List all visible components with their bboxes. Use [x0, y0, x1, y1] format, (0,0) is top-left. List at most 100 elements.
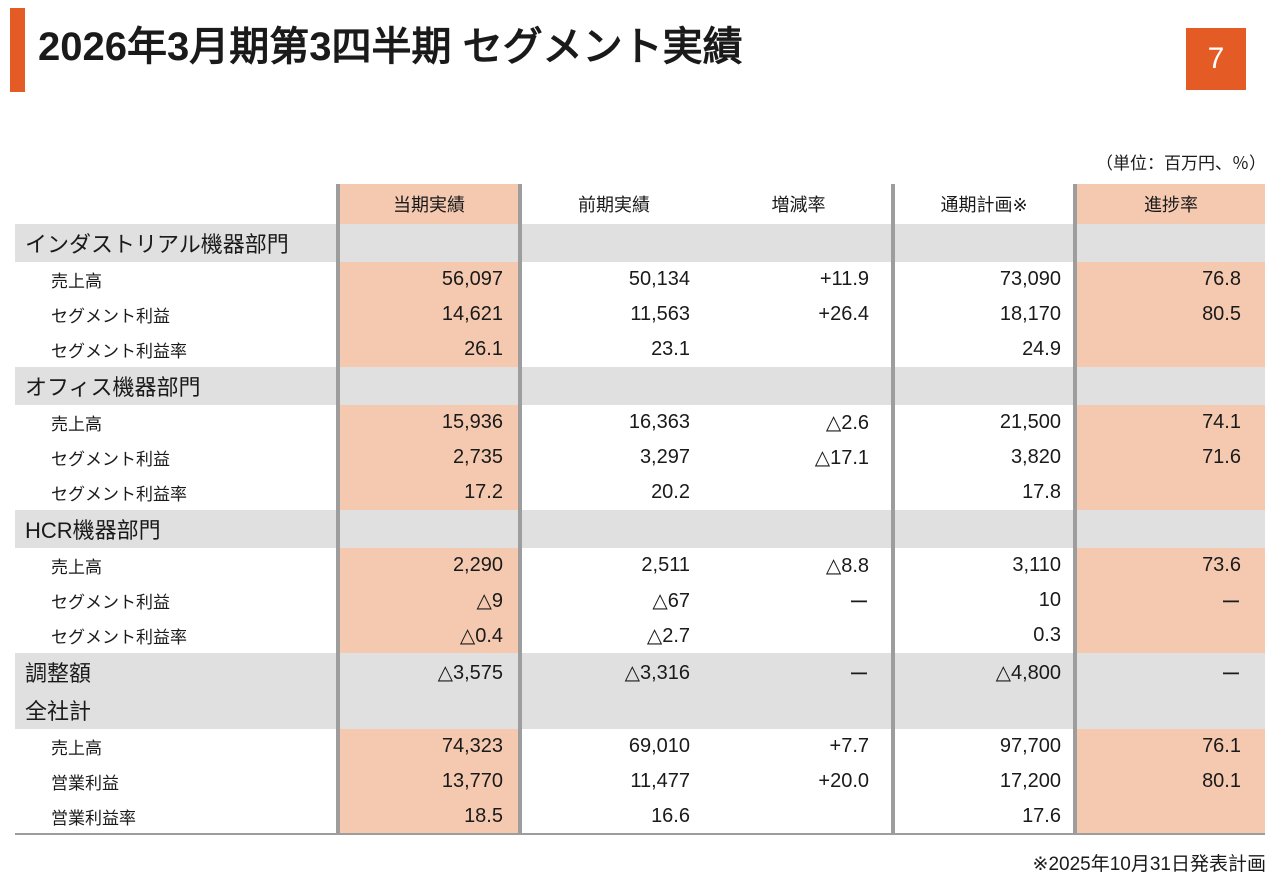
- value-cell: [1073, 475, 1265, 510]
- band-value-cell: [1073, 510, 1265, 548]
- row-label: 売上高: [15, 262, 338, 297]
- band-value-cell: [706, 510, 893, 548]
- band-value-cell: [1073, 691, 1265, 729]
- section-band-row: インダストリアル機器部門: [15, 224, 1265, 262]
- band-value-cell: [706, 691, 893, 729]
- row-label: セグメント利益率: [15, 332, 338, 367]
- column-header: 増減率: [771, 195, 826, 215]
- unit-note: （単位：百万円、％）: [1096, 154, 1266, 173]
- section-band-row: オフィス機器部門: [15, 367, 1265, 405]
- column-header: 前期実績: [518, 184, 706, 224]
- table-row: 営業利益率 18.5 16.6 17.6: [15, 799, 1265, 835]
- value-cell: [1073, 799, 1265, 835]
- value-cell: 74.1: [1073, 405, 1265, 440]
- value-cell: 80.5: [1073, 297, 1265, 332]
- value-cell: △9: [336, 583, 520, 618]
- value-cell: 18.5: [336, 799, 520, 835]
- value-cell: 15,936: [336, 405, 520, 440]
- column-header: 通期計画※: [891, 184, 1075, 224]
- value-cell: [706, 618, 893, 653]
- value-cell: △2.7: [518, 618, 706, 653]
- value-cell: 21,500: [891, 405, 1075, 440]
- band-value-cell: [336, 224, 520, 262]
- value-cell: 14,621: [336, 297, 520, 332]
- value-cell: 2,511: [518, 548, 706, 583]
- section-band-row: HCR機器部門: [15, 510, 1265, 548]
- value-cell: △8.8: [706, 548, 893, 583]
- table-row: セグメント利益 2,735 3,297 △17.1 3,820 71.6: [15, 440, 1265, 475]
- value-cell: 11,563: [518, 297, 706, 332]
- value-cell: 17.8: [891, 475, 1075, 510]
- value-cell: 2,290: [336, 548, 520, 583]
- band-value-cell: [336, 691, 520, 729]
- value-cell: △0.4: [336, 618, 520, 653]
- band-value-cell: △4,800: [891, 653, 1075, 691]
- table-row: セグメント利益率 △0.4 △2.7 0.3: [15, 618, 1265, 653]
- value-cell: △2.6: [706, 405, 893, 440]
- row-label: セグメント利益率: [15, 618, 338, 653]
- section-band-row: 全社計: [15, 691, 1265, 729]
- value-cell: △67: [518, 583, 706, 618]
- value-cell: 71.6: [1073, 440, 1265, 475]
- table-row: セグメント利益 14,621 11,563 +26.4 18,170 80.5: [15, 297, 1265, 332]
- value-cell: 69,010: [518, 729, 706, 764]
- value-cell: ー: [706, 583, 893, 618]
- value-cell: 74,323: [336, 729, 520, 764]
- value-cell: 13,770: [336, 764, 520, 799]
- value-cell: 3,110: [891, 548, 1075, 583]
- row-label: 売上高: [15, 405, 338, 440]
- value-cell: 17,200: [891, 764, 1075, 799]
- page-title: 2026年3月期第3四半期 セグメント実績: [38, 25, 743, 69]
- value-cell: 56,097: [336, 262, 520, 297]
- row-label: セグメント利益: [15, 583, 338, 618]
- value-cell: [706, 332, 893, 367]
- band-value-cell: [891, 367, 1075, 405]
- page-number-badge: 7: [1186, 28, 1246, 90]
- row-label: 営業利益率: [15, 799, 338, 835]
- row-label: 営業利益: [15, 764, 338, 799]
- table-row: セグメント利益 △9 △67 ー 10 ー: [15, 583, 1265, 618]
- value-cell: 11,477: [518, 764, 706, 799]
- section-header-label: HCR機器部門: [15, 510, 338, 548]
- row-label: セグメント利益: [15, 297, 338, 332]
- value-cell: +26.4: [706, 297, 893, 332]
- value-cell: 23.1: [518, 332, 706, 367]
- value-cell: 17.2: [336, 475, 520, 510]
- value-cell: 20.2: [518, 475, 706, 510]
- table-row: 売上高 74,323 69,010 +7.7 97,700 76.1: [15, 729, 1265, 764]
- value-cell: 80.1: [1073, 764, 1265, 799]
- value-cell: 97,700: [891, 729, 1075, 764]
- band-value-cell: ー: [706, 653, 893, 691]
- section-header-label: 全社計: [15, 691, 338, 729]
- band-value-cell: [1073, 367, 1265, 405]
- value-cell: 16,363: [518, 405, 706, 440]
- section-header-label: 調整額: [15, 653, 338, 691]
- table-header-row: 当期実績 前期実績 増減率 通期計画※ 進捗率: [15, 184, 1265, 224]
- table-row: 売上高 56,097 50,134 +11.9 73,090 76.8: [15, 262, 1265, 297]
- corner-cell: [15, 184, 338, 224]
- band-value-cell: [336, 367, 520, 405]
- value-cell: [1073, 332, 1265, 367]
- value-cell: [706, 799, 893, 835]
- table-header: 当期実績 前期実績 増減率 通期計画※ 進捗率: [15, 184, 1265, 224]
- value-cell: +7.7: [706, 729, 893, 764]
- section-band-row: 調整額 △3,575 △3,316 ー △4,800 ー: [15, 653, 1265, 691]
- section-header-label: オフィス機器部門: [15, 367, 338, 405]
- row-label: セグメント利益: [15, 440, 338, 475]
- band-value-cell: [518, 510, 706, 548]
- band-value-cell: [336, 510, 520, 548]
- row-label: 売上高: [15, 729, 338, 764]
- section-header-label: インダストリアル機器部門: [15, 224, 338, 262]
- table-row: 営業利益 13,770 11,477 +20.0 17,200 80.1: [15, 764, 1265, 799]
- column-header: 進捗率: [1073, 184, 1265, 224]
- table-body: インダストリアル機器部門 売上高 56,097 50,134 +11.9 73,090 76…: [15, 224, 1265, 835]
- title-accent-bar: [10, 8, 25, 92]
- row-label: 売上高: [15, 548, 338, 583]
- value-cell: 76.8: [1073, 262, 1265, 297]
- band-value-cell: [518, 691, 706, 729]
- value-cell: 17.6: [891, 799, 1075, 835]
- band-value-cell: ー: [1073, 653, 1265, 691]
- value-cell: 24.9: [891, 332, 1075, 367]
- band-value-cell: [518, 367, 706, 405]
- band-value-cell: [706, 224, 893, 262]
